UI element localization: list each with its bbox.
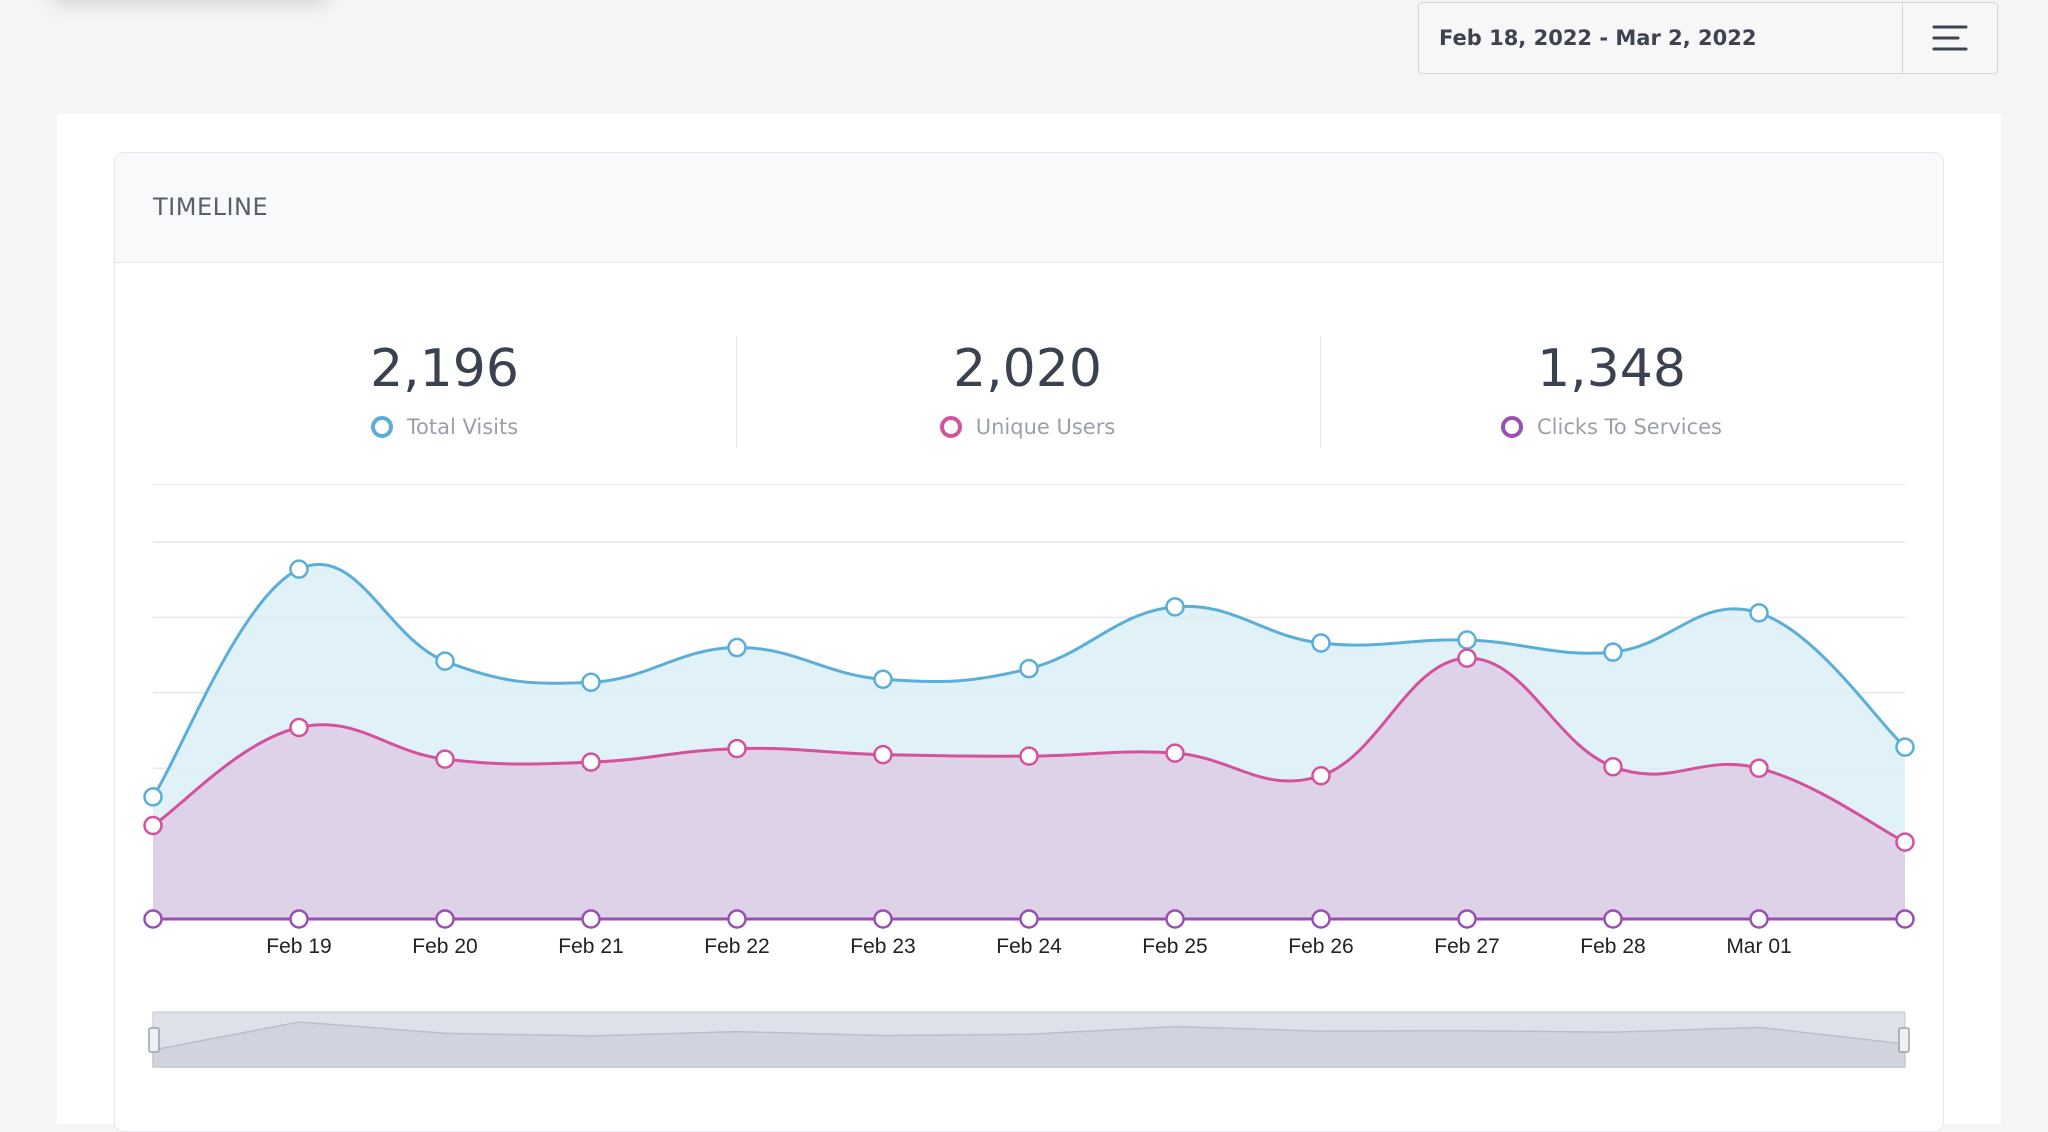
data-point[interactable] [873,744,893,765]
x-tick-label: Feb 26 [1288,935,1353,958]
legend-total-visits[interactable]: Total Visits [153,415,736,439]
stat-total-visits: 2,196 Total Visits [153,335,736,439]
data-point[interactable] [1165,909,1185,929]
data-point[interactable] [1457,630,1477,650]
x-tick-label: Feb 21 [558,935,623,958]
x-tick-label: Mar 01 [1726,935,1791,958]
data-point[interactable] [1749,758,1769,778]
data-point[interactable] [873,909,893,929]
data-point[interactable] [581,672,601,692]
timeline-panel-header: TIMELINE [115,153,1943,263]
ring-marker-icon [1501,416,1523,438]
stat-label: Clicks To Services [1537,415,1722,439]
date-range-label[interactable]: Feb 18, 2022 - Mar 2, 2022 [1439,26,1757,50]
x-tick-label: Feb 25 [1142,935,1207,958]
x-tick-label: Feb 19 [266,935,331,958]
stat-value: 2,020 [953,339,1102,399]
timeline-panel: TIMELINE [114,152,1944,1132]
data-point[interactable] [1603,642,1623,662]
data-point[interactable] [727,909,747,929]
data-point[interactable] [727,738,747,759]
date-range-picker[interactable]: Feb 18, 2022 - Mar 2, 2022 [1418,2,1998,74]
data-point[interactable] [873,669,893,689]
data-point[interactable] [1311,765,1331,786]
data-point[interactable] [1895,832,1915,852]
data-point[interactable] [1603,756,1623,777]
data-point[interactable] [289,559,309,579]
data-point[interactable] [1019,658,1039,679]
stats-divider-line [153,484,1905,485]
data-point[interactable] [1895,737,1915,757]
timeline-title: TIMELINE [153,193,269,221]
data-point[interactable] [1603,909,1623,929]
data-point[interactable] [1749,603,1769,623]
ring-marker-icon [939,416,962,438]
data-point[interactable] [1165,743,1185,763]
data-point[interactable] [1165,597,1185,617]
data-point[interactable] [1457,909,1477,929]
data-point[interactable] [435,909,455,929]
data-point[interactable] [143,909,163,929]
data-point[interactable] [143,787,163,807]
data-point[interactable] [289,909,309,929]
stat-label: Unique Users [975,415,1116,439]
x-tick-label: Feb 24 [996,935,1062,958]
x-tick-label: Feb 23 [850,935,915,958]
menu-button[interactable] [1902,3,1997,73]
x-tick-label: Feb 27 [1434,935,1499,958]
menu-lines-icon [1932,25,1968,51]
data-point[interactable] [727,637,747,658]
data-point[interactable] [435,651,455,671]
stat-label: Total Visits [406,415,519,439]
data-point[interactable] [289,717,309,738]
data-point[interactable] [1457,648,1477,668]
stat-clicks-to-services: 1,348 Clicks To Services [1320,335,1903,439]
navigator-handle-left[interactable] [148,1027,160,1053]
data-point[interactable] [143,815,163,836]
stat-divider [736,336,737,448]
stat-value: 2,196 [370,339,519,399]
data-point[interactable] [1019,909,1039,929]
data-point[interactable] [1749,909,1769,929]
data-point[interactable] [1311,633,1331,653]
legend-clicks-to-services[interactable]: Clicks To Services [1320,415,1903,439]
x-tick-label: Feb 28 [1580,935,1645,958]
legend-unique-users[interactable]: Unique Users [736,415,1319,439]
data-point[interactable] [1895,909,1915,929]
x-tick-label: Feb 20 [412,935,477,958]
series-area-1 [153,658,1905,919]
data-point[interactable] [581,909,601,929]
data-point[interactable] [1019,746,1039,766]
data-point[interactable] [581,752,601,772]
data-point[interactable] [1311,909,1331,929]
data-point[interactable] [435,749,455,769]
stat-value: 1,348 [1537,339,1686,399]
navigator-handle-right[interactable] [1898,1027,1910,1053]
ring-marker-icon [370,416,393,438]
x-tick-label: Feb 22 [704,935,769,958]
stat-unique-users: 2,020 Unique Users [736,335,1319,439]
stat-divider [1320,336,1321,448]
